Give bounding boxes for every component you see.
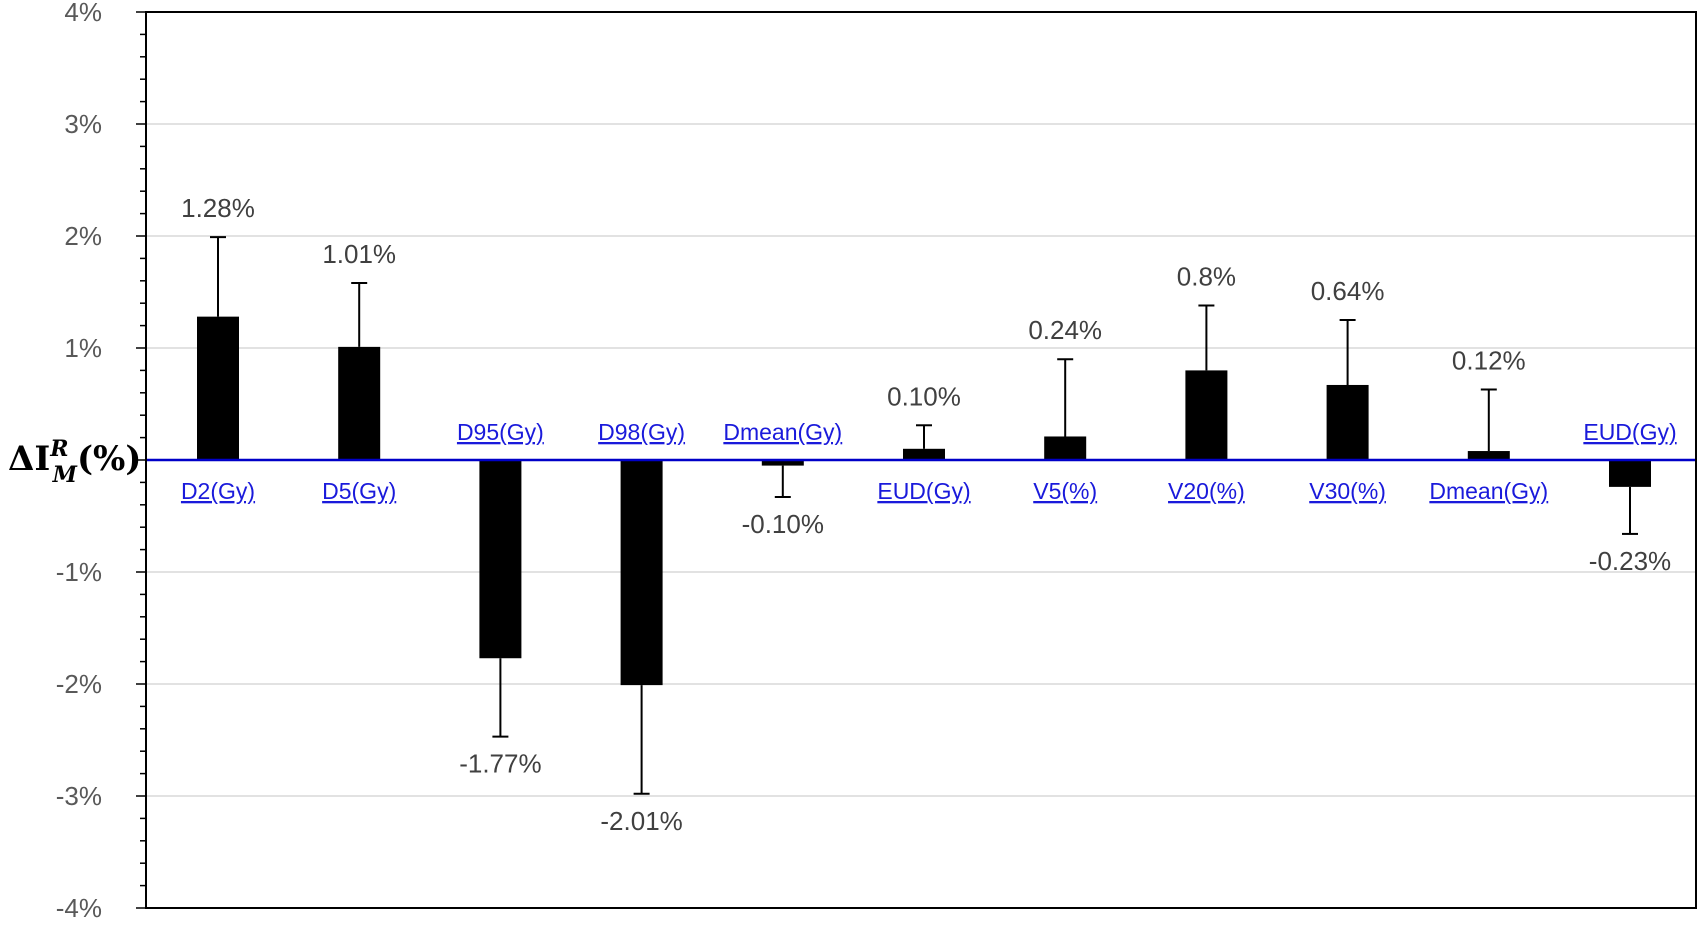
y-tick-label: -3% — [56, 781, 102, 811]
data-label: -2.01% — [600, 806, 682, 836]
category-label: V30(%) — [1309, 478, 1386, 504]
y-axis-ticks: 4% 3% 2% 1% -1% -2% -3% -4% — [56, 0, 146, 923]
data-label: 1.01% — [322, 239, 396, 269]
data-label: -0.23% — [1589, 546, 1671, 576]
bars — [197, 316, 1651, 686]
bar — [1044, 436, 1087, 460]
bar — [761, 460, 804, 466]
category-label: D95(Gy) — [457, 419, 544, 445]
y-axis-label-sup: R — [49, 436, 68, 462]
gridlines — [146, 123, 1696, 797]
category-label: Dmean(Gy) — [723, 419, 842, 445]
category-label: D98(Gy) — [598, 419, 685, 445]
bar — [1467, 451, 1510, 460]
category-label: D5(Gy) — [322, 478, 396, 504]
bar — [197, 316, 239, 460]
bar — [1185, 370, 1228, 460]
category-label: V5(%) — [1033, 478, 1097, 504]
y-tick-label: 2% — [64, 221, 102, 251]
data-label: -0.10% — [742, 509, 824, 539]
y-axis-label-suffix: (%) — [77, 439, 141, 479]
data-labels: 1.28% 1.01% -1.77% -2.01% -0.10% 0.10% 0.24% 0.… — [181, 193, 1671, 836]
data-label: 0.64% — [1311, 276, 1385, 306]
y-axis-label: ΔIR M(%) — [8, 436, 141, 488]
category-label: Dmean(Gy) — [1429, 478, 1548, 504]
y-tick-label: 1% — [64, 333, 102, 363]
y-axis-label-prefix: ΔI — [8, 439, 50, 479]
bar — [1609, 460, 1651, 487]
category-label: EUD(Gy) — [1583, 419, 1676, 445]
data-label: 0.10% — [887, 381, 961, 411]
y-tick-label: -1% — [56, 557, 102, 587]
data-label: 0.8% — [1177, 261, 1236, 291]
data-label: 1.28% — [181, 193, 255, 223]
data-label: 0.12% — [1452, 345, 1526, 375]
category-label: V20(%) — [1168, 478, 1245, 504]
category-labels: D2(Gy) D5(Gy) D95(Gy) D98(Gy) Dmean(Gy) EUD(G… — [181, 419, 1677, 504]
category-label: D2(Gy) — [181, 478, 255, 504]
y-tick-label: 3% — [64, 109, 102, 139]
y-tick-label: -4% — [56, 893, 102, 923]
bar — [1326, 384, 1369, 460]
category-label: EUD(Gy) — [877, 478, 970, 504]
bar — [620, 460, 663, 686]
error-bars — [210, 236, 1638, 795]
bar — [479, 460, 522, 659]
y-axis-label-sub: M — [52, 462, 78, 488]
data-label: 0.24% — [1028, 315, 1102, 345]
data-label: -1.77% — [459, 749, 541, 779]
y-tick-label: 4% — [64, 0, 102, 27]
bar — [903, 448, 945, 460]
bar — [338, 346, 381, 460]
y-tick-label: -2% — [56, 669, 102, 699]
